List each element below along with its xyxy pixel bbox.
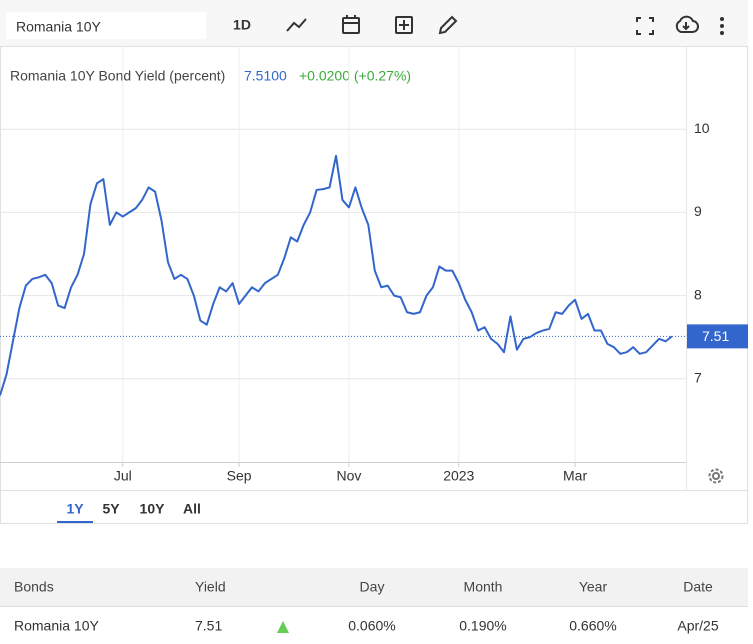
x-tick-label: Nov <box>336 468 361 484</box>
interval-button[interactable]: 1D <box>233 17 251 33</box>
y-tick-label: 10 <box>694 120 710 136</box>
header-change: +0.0200 (+0.27%) <box>299 68 411 84</box>
column-header: Day <box>360 579 385 595</box>
legend-name: Romania 10Y Bond Yield (percent) <box>10 68 225 84</box>
range-button[interactable]: 5Y <box>102 501 120 517</box>
range-active-underline <box>57 521 93 523</box>
up-arrow <box>277 621 289 633</box>
plot: 7 8 9 10 Jul Sep Nov 2023 Mar 7.51 <box>0 46 748 484</box>
last-value-box <box>687 324 748 349</box>
table: Bonds Yield Day Month Year Date Romania 10Y 7.5… <box>14 579 719 634</box>
column-header: Yield <box>195 579 226 595</box>
table-cell: Romania 10Y <box>14 618 99 634</box>
x-tick-label: 2023 <box>443 468 474 484</box>
x-tick-label: Sep <box>227 468 252 484</box>
x-tick-label: Mar <box>563 468 587 484</box>
settings-icon[interactable] <box>708 468 724 484</box>
range-button[interactable]: 1Y <box>66 501 84 517</box>
x-tick-label: Jul <box>114 468 132 484</box>
chart-frame <box>0 46 748 524</box>
range-button[interactable]: All <box>183 501 201 517</box>
table-cell: 7.51 <box>195 618 222 634</box>
table-cell: 0.660% <box>569 618 616 634</box>
search-box[interactable] <box>6 12 206 39</box>
calendar-icon[interactable] <box>342 15 360 34</box>
y-tick-label: 8 <box>694 286 702 302</box>
header-value: 7.5100 <box>244 68 287 84</box>
table-cell: 0.190% <box>459 618 506 634</box>
column-header: Bonds <box>14 579 54 595</box>
column-header: Date <box>683 579 713 595</box>
search-text: Romania 10Y <box>16 19 101 35</box>
fullscreen-icon[interactable] <box>636 17 654 35</box>
line-type-icon[interactable] <box>286 18 307 32</box>
column-header: Month <box>464 579 503 595</box>
table-cell: Apr/25 <box>677 618 718 634</box>
y-tick-label: 7 <box>694 370 702 386</box>
add-icon[interactable] <box>395 16 413 34</box>
series-line <box>0 154 673 396</box>
range-buttons: 1Y 5Y 10Y All <box>57 501 201 523</box>
menu-icon[interactable] <box>720 17 724 35</box>
last-value-label: 7.51 <box>702 328 729 344</box>
draw-icon[interactable] <box>438 15 458 35</box>
table-header-bg <box>0 568 748 606</box>
column-header: Year <box>579 579 608 595</box>
download-icon[interactable] <box>675 15 699 33</box>
range-button[interactable]: 10Y <box>140 501 166 517</box>
y-tick-label: 9 <box>694 203 702 219</box>
table-cell: 0.060% <box>348 618 395 634</box>
